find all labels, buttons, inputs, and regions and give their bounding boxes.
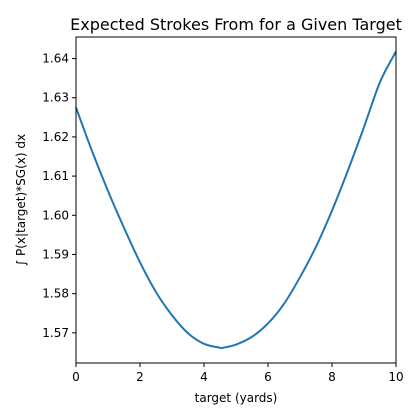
series-group: [75, 51, 397, 350]
y-tick-label: 1.64: [42, 52, 69, 66]
x-tick-label: 4: [200, 370, 208, 384]
x-tick-label: 0: [72, 370, 80, 384]
y-tick-label: 1.57: [42, 326, 69, 340]
y-axis-ticks: 1.57 1.58 1.59 1.60 1.61 1.62 1.63 1.64: [42, 52, 76, 340]
x-tick-label: 8: [328, 370, 336, 384]
x-tick-label: 2: [136, 370, 144, 384]
y-tick-label: 1.61: [42, 169, 69, 183]
y-axis-label: ∫ P(x|target)*SG(x) dx: [14, 134, 28, 266]
y-tick-label: 1.58: [42, 287, 69, 301]
x-axis-label: target (yards): [195, 391, 278, 405]
y-tick-label: 1.60: [42, 208, 69, 222]
chart-title: Expected Strokes From for a Given Target: [70, 15, 402, 34]
x-tick-label: 6: [264, 370, 272, 384]
y-tick-label: 1.62: [42, 130, 69, 144]
x-tick-label: 10: [388, 370, 403, 384]
y-tick-label: 1.63: [42, 91, 69, 105]
plot-area-frame: [75, 36, 397, 364]
x-axis-ticks: 0 2 4 6 8 10: [72, 363, 404, 384]
series-line: [75, 51, 397, 350]
y-tick-label: 1.59: [42, 247, 69, 261]
